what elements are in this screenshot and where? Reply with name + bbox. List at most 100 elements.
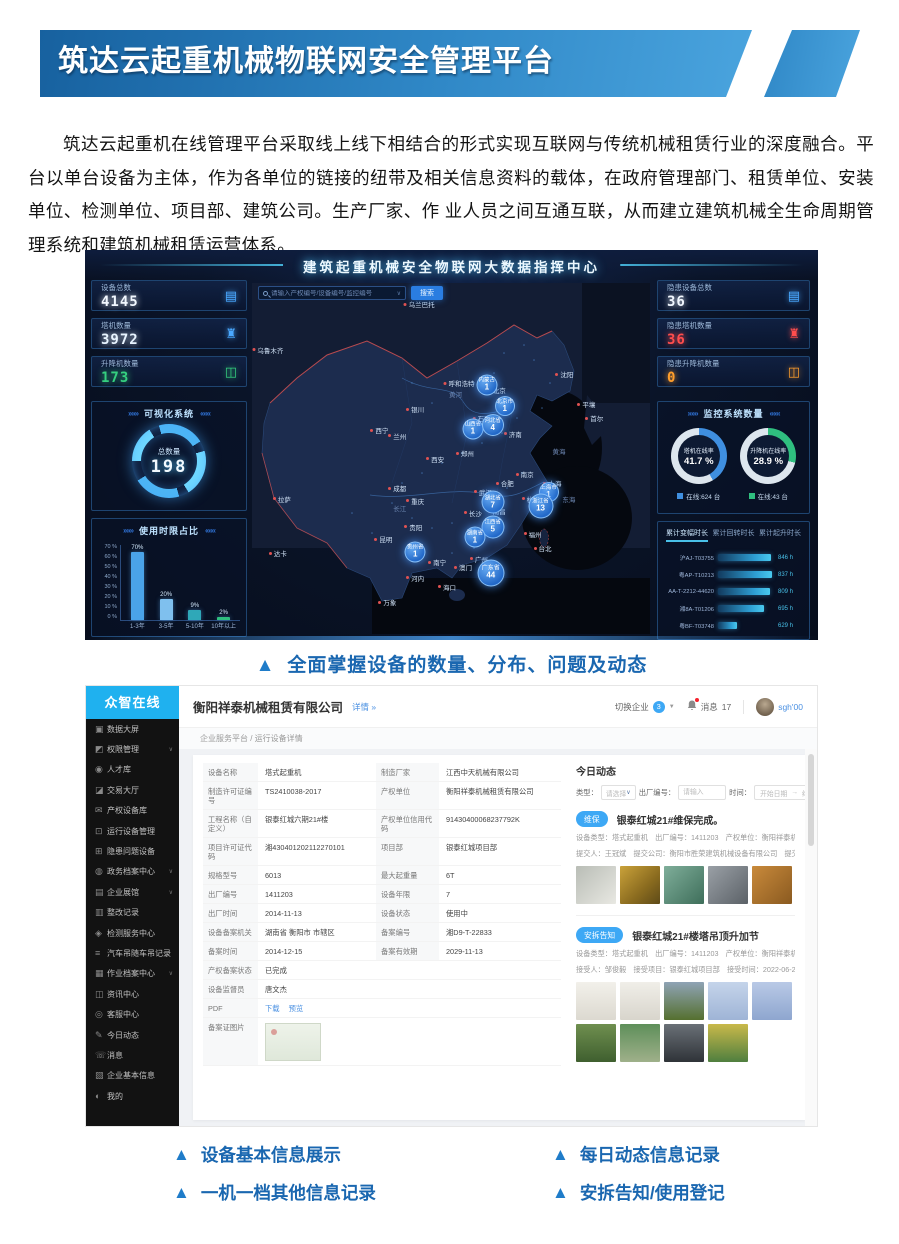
cluster-marker[interactable]: 河北省 4 (481, 414, 504, 437)
city-label: 郑州 (455, 448, 474, 458)
bar-column: 70% 1-3年 (125, 545, 150, 630)
photo-thumbnail[interactable] (708, 982, 748, 1020)
sidebar-item[interactable]: ✉ 产权设备库 (86, 801, 179, 821)
field-value: 2014-11-13 (265, 908, 302, 918)
photo-thumbnail[interactable] (664, 982, 704, 1020)
sidebar-item[interactable]: ▥ 整改记录 (86, 903, 179, 923)
photo-thumbnail[interactable] (620, 866, 660, 904)
photo-thumbnail[interactable] (752, 982, 792, 1020)
type-select[interactable]: 请选择 ∨ (600, 785, 636, 800)
photo-thumbnail[interactable] (620, 982, 660, 1020)
photo-thumbnail[interactable] (708, 866, 748, 904)
search-button[interactable]: 搜索 (411, 286, 443, 300)
caption-text: 每日动态信息记录 (579, 1145, 720, 1165)
sidebar-item[interactable]: ◐ 我的 (86, 1086, 179, 1106)
sidebar-item[interactable]: ▧ 企业基本信息 (86, 1066, 179, 1086)
field-label: 项目许可证代码 (203, 837, 258, 865)
duration-bar-row: 粤BF-T03748 629 h (662, 617, 801, 634)
photo-thumbnail[interactable] (576, 982, 616, 1020)
city-label: 乌兰巴托 (403, 299, 435, 309)
photo-thumbnail[interactable] (576, 1024, 616, 1062)
info-row: 出厂时间 2014-11-13 设备状态 使用中 (203, 903, 561, 923)
city-dot-icon (443, 381, 447, 385)
sidebar-item[interactable]: ⊞ 隐患问题设备 (86, 841, 179, 861)
duration-bar (718, 554, 771, 561)
photo-thumbnail[interactable] (708, 1024, 748, 1062)
cluster-marker[interactable]: 湖北省 7 (481, 490, 505, 514)
page-scrollbar[interactable] (805, 749, 817, 1126)
dashboard-left-column: 设备总数 4145 ▤ 塔机数量 3972 ♜ (91, 280, 247, 637)
stat-value: 0 (667, 369, 677, 386)
bar-category-label: 3-5年 (158, 624, 174, 630)
sidebar-item-icon: ◉ (95, 764, 103, 775)
cluster-marker[interactable]: 浙江省 13 (528, 493, 554, 519)
cluster-marker[interactable]: 江西省 5 (481, 515, 505, 539)
field-label: 备案编号 (376, 922, 439, 941)
header-banner: 筑达云起重机械物联网安全管理平台 (40, 30, 860, 97)
date-range-picker[interactable]: 开始日期 → 结束日期 (754, 785, 805, 800)
stat-label: 隐患设备总数 (667, 282, 712, 292)
sidebar-item[interactable]: ✎ 今日动态 (86, 1025, 179, 1045)
bar-column: 2% 10年以上 (211, 545, 236, 630)
photo-thumbnail[interactable] (664, 1024, 704, 1062)
map-search-row: ∨ 搜索 (258, 286, 443, 300)
cluster-count: 7 (490, 500, 495, 510)
city-label: 台北 (533, 543, 552, 553)
sidebar-item[interactable]: ▦ 作业档案中心 ∨ (86, 964, 179, 984)
username-link[interactable]: sgh'00 (778, 701, 803, 712)
duration-tab[interactable]: 累计起升时长 (759, 530, 801, 537)
sidebar-item[interactable]: ◫ 资讯中心 (86, 984, 179, 1004)
cluster-marker[interactable]: 北京市 1 (494, 395, 515, 416)
photo-thumbnail[interactable] (752, 866, 792, 904)
serial-input[interactable] (678, 785, 727, 800)
chevron-down-icon: ∨ (168, 747, 173, 754)
city-label: 呼和浩特 (443, 378, 474, 388)
chevron-down-icon[interactable]: ▼ (668, 703, 675, 710)
certificate-image[interactable] (265, 1022, 321, 1061)
field-label: 最大起重量 (376, 865, 439, 884)
field-label: 产权单位 (376, 782, 439, 809)
sidebar-item[interactable]: ◈ 检测服务中心 (86, 923, 179, 943)
sidebar-item[interactable]: ▤ 企业展馆 ∨ (86, 882, 179, 902)
sidebar-item[interactable]: ☏ 消息 (86, 1045, 179, 1065)
cluster-marker[interactable]: 内蒙古 1 (476, 374, 498, 396)
company-count-badge[interactable]: 3 (652, 700, 665, 713)
sidebar-item[interactable]: ◪ 交易大厅 (86, 780, 179, 800)
bar-value-label: 2% (219, 610, 228, 617)
cluster-count: 1 (502, 403, 507, 413)
switch-company-label[interactable]: 切换企业 (614, 701, 649, 712)
sidebar-item[interactable]: ⊡ 运行设备管理 (86, 821, 179, 841)
photo-thumbnail[interactable] (664, 866, 704, 904)
field-value: 1411203 (265, 889, 293, 899)
cluster-marker[interactable]: 湖南省 1 (464, 526, 486, 548)
detail-link[interactable]: 详情 » (352, 701, 377, 712)
pdf-download-link[interactable]: 下载 (265, 1003, 280, 1013)
search-box[interactable]: ∨ (258, 286, 406, 300)
city-label: 平壤 (577, 399, 595, 409)
message-label[interactable]: 消息 (700, 701, 718, 712)
legend-swatch (748, 493, 755, 499)
cluster-marker[interactable]: 广东省 44 (477, 559, 505, 587)
sidebar-item[interactable]: ≡ 汽车吊随车吊记录 (86, 943, 179, 963)
search-input[interactable] (271, 289, 397, 297)
intro-paragraph: 筑达云起重机在线管理平台采取线上线下相结合的形式实现互联网与传统机械租赁行业的深… (28, 134, 874, 255)
cluster-marker[interactable]: 山西省 1 (462, 418, 484, 440)
city-dot-icon (388, 486, 392, 490)
sidebar-item[interactable]: ▣ 数据大屏 (86, 719, 179, 739)
pdf-preview-link[interactable]: 预览 (288, 1003, 304, 1013)
sidebar-item[interactable]: ◉ 人才库 (86, 760, 179, 780)
sidebar-item[interactable]: ◍ 政务档案中心 ∨ (86, 862, 179, 882)
cluster-marker[interactable]: 贵州省 1 (404, 541, 426, 562)
photo-thumbnail[interactable] (620, 1024, 660, 1062)
bell-icon[interactable] (687, 698, 699, 713)
duration-tab[interactable]: 累计回转时长 (712, 530, 755, 537)
duration-tabs: 累计变幅时长 累计回转时长 累计起升时长 (658, 522, 809, 546)
device-id-label: 湘8A-T01206 (679, 607, 714, 613)
sidebar-item-icon: ▧ (95, 1070, 104, 1081)
device-info-table: 设备名称 塔式起重机 制造厂家 江西中天机械有限公司 制造许可证编号 TS241… (203, 763, 561, 1112)
photo-thumbnail[interactable] (576, 866, 616, 904)
sidebar-item[interactable]: ◩ 权限管理 ∨ (86, 739, 179, 759)
duration-tab[interactable]: 累计变幅时长 (666, 528, 708, 542)
sidebar-item[interactable]: ◎ 客服中心 (86, 1004, 179, 1024)
avatar[interactable] (756, 697, 775, 716)
